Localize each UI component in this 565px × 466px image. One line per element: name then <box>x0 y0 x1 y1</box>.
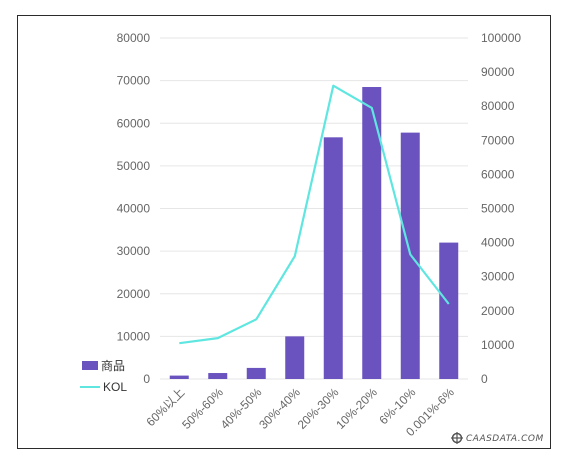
left-tick-label: 10000 <box>117 329 151 343</box>
left-tick-label: 80000 <box>117 31 151 45</box>
bar <box>362 87 382 380</box>
bar <box>169 375 189 379</box>
right-tick-label: 0 <box>481 372 488 386</box>
x-tick-label: 30%-40% <box>256 385 303 432</box>
left-tick-label: 30000 <box>117 244 151 258</box>
right-tick-label: 100000 <box>481 31 521 45</box>
legend-swatch-bar <box>82 361 98 370</box>
x-tick-label: 40%-50% <box>218 385 265 432</box>
bar <box>285 336 305 379</box>
right-tick-label: 40000 <box>481 236 515 250</box>
kol-line <box>179 84 450 345</box>
line-series <box>179 84 450 345</box>
right-tick-label: 80000 <box>481 99 515 113</box>
grid-lines <box>160 37 468 380</box>
left-tick-label: 40000 <box>117 202 151 216</box>
right-tick-label: 60000 <box>481 167 515 181</box>
right-axis-ticks: 0 10000 20000 30000 40000 50000 60000 70000 8000… <box>481 31 521 386</box>
legend-label-bar: 商品 <box>101 358 125 373</box>
bar <box>323 137 343 379</box>
watermark-logo-icon <box>451 432 463 444</box>
chart-frame <box>17 15 551 449</box>
left-tick-label: 60000 <box>117 116 151 130</box>
x-axis-labels: 60%以上50%-60%40%-50%30%-40%20%-30%10%-20%… <box>144 385 458 439</box>
bar <box>208 373 228 379</box>
x-tick-label: 10%-20% <box>333 385 380 432</box>
legend: 商品 KOL <box>80 358 127 394</box>
left-axis-ticks: 0 10000 20000 30000 40000 50000 60000 70000 8000… <box>117 31 151 386</box>
watermark-text: CAASDATA.COM <box>466 434 544 444</box>
left-tick-label: 20000 <box>117 287 151 301</box>
bar-series <box>169 87 459 380</box>
right-tick-label: 70000 <box>481 133 515 147</box>
left-tick-label: 50000 <box>117 159 151 173</box>
right-tick-label: 50000 <box>481 202 515 216</box>
x-tick-label: 50%-60% <box>179 385 226 432</box>
x-tick-label: 20%-30% <box>295 385 342 432</box>
left-tick-label: 70000 <box>117 74 151 88</box>
watermark: CAASDATA.COM <box>451 432 544 444</box>
bar <box>439 242 459 379</box>
bar <box>246 367 266 379</box>
right-tick-label: 30000 <box>481 270 515 284</box>
right-tick-label: 20000 <box>481 304 515 318</box>
left-tick-label: 0 <box>143 372 150 386</box>
legend-label-line: KOL <box>103 380 127 394</box>
right-tick-label: 10000 <box>481 338 515 352</box>
right-tick-label: 90000 <box>481 65 515 79</box>
